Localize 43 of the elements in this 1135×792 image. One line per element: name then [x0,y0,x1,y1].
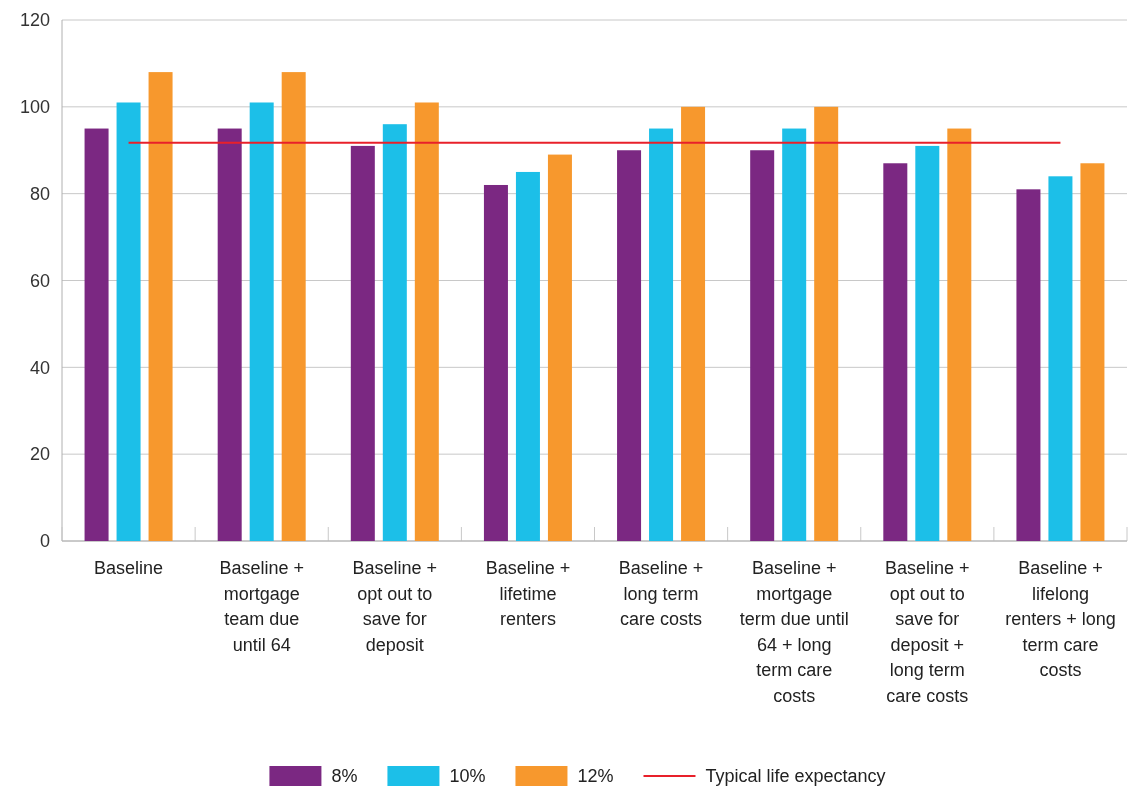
x-tick-label: Baseline + long term care costs [618,558,704,629]
x-tick-label: Baseline [94,558,164,578]
bar [883,163,908,541]
bar [515,171,540,541]
x-tick-label: Baseline + opt out to save for deposit [352,558,438,655]
bar [281,72,306,541]
x-tick-label: Baseline + opt out to save for deposit + long term care costs [885,558,970,706]
y-tick-label: 20 [29,444,50,465]
x-tick-label: Baseline + lifelong renters + long term care costs [1005,558,1116,680]
y-tick-label: 60 [29,270,50,291]
bar [649,128,674,541]
bar [750,150,775,541]
bar [915,145,940,541]
bar [148,72,173,541]
legend-label: 8% [331,766,358,787]
y-tick-label: 100 [19,97,50,118]
x-tick-label: Baseline + mortgage term due until 64 + long term care costs [739,558,849,706]
bar [1016,189,1041,541]
bar [947,128,972,541]
x-tick-label: Baseline + mortgage team due until 64 [219,558,304,655]
bar [681,106,706,541]
y-tick-label: 40 [29,357,50,378]
y-tick-label: 120 [19,10,50,31]
bar [84,128,109,541]
legend-label: Typical life expectancy [705,766,886,787]
bar [617,150,642,541]
legend-label: 10% [449,766,486,787]
bar [1080,163,1105,541]
bar [382,124,407,541]
bar [547,154,572,541]
y-tick-label: 0 [39,531,50,552]
bar [483,184,508,541]
bar [814,106,839,541]
bar [249,102,274,541]
bar [414,102,439,541]
bar [350,145,375,541]
legend-label: 12% [577,766,614,787]
bar [1048,176,1073,541]
bar [217,128,242,541]
bar [116,102,141,541]
bar [782,128,807,541]
y-tick-label: 80 [29,183,50,204]
x-tick-label: Baseline + lifetime renters [485,558,571,629]
